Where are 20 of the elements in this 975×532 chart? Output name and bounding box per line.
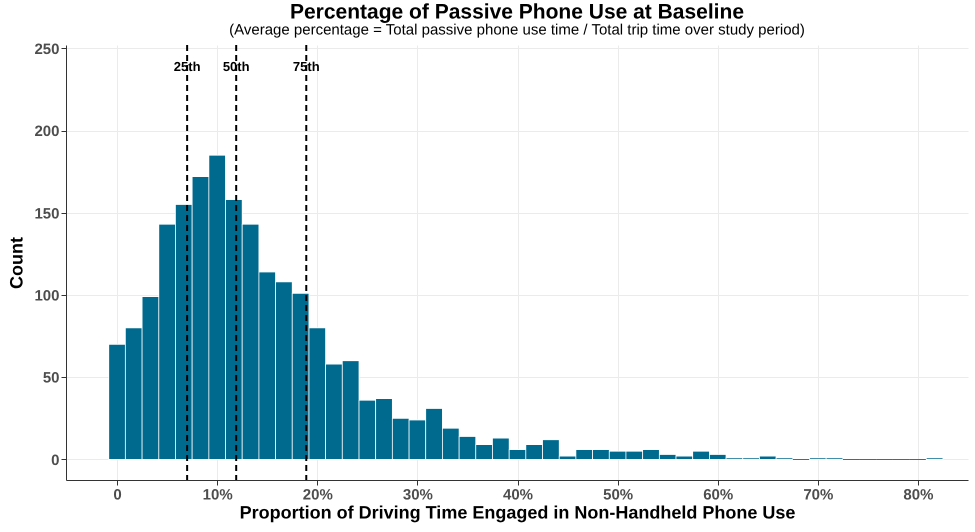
y-tick-label: 200 [34, 123, 60, 140]
y-tick-label: 0 [51, 452, 60, 469]
x-tick-label: 50% [603, 486, 634, 504]
x-tick-label: 80% [903, 486, 934, 504]
y-tick-label: 150 [34, 205, 60, 222]
x-tick-label: 60% [703, 486, 734, 504]
y-tick-label: 250 [34, 40, 60, 58]
x-axis-title: Proportion of Driving Time Engaged in Non-Handheld Phone Use [240, 502, 796, 522]
y-axis-title: Count [6, 237, 26, 289]
y-tick-label: 100 [34, 287, 60, 304]
x-tick-label: 30% [402, 486, 433, 504]
x-tick-label: 10% [202, 486, 233, 504]
ref-line-label: 25th [174, 59, 201, 74]
x-tick-label: 0 [113, 486, 122, 504]
x-tick-label: 40% [502, 486, 534, 504]
x-tick-label: 70% [803, 486, 834, 504]
ref-line-label: 50th [222, 59, 250, 74]
y-tick-label: 50 [42, 370, 60, 387]
chart-title: Percentage of Passive Phone Use at Baseline [290, 0, 744, 24]
x-tick-label: 20% [302, 486, 333, 504]
